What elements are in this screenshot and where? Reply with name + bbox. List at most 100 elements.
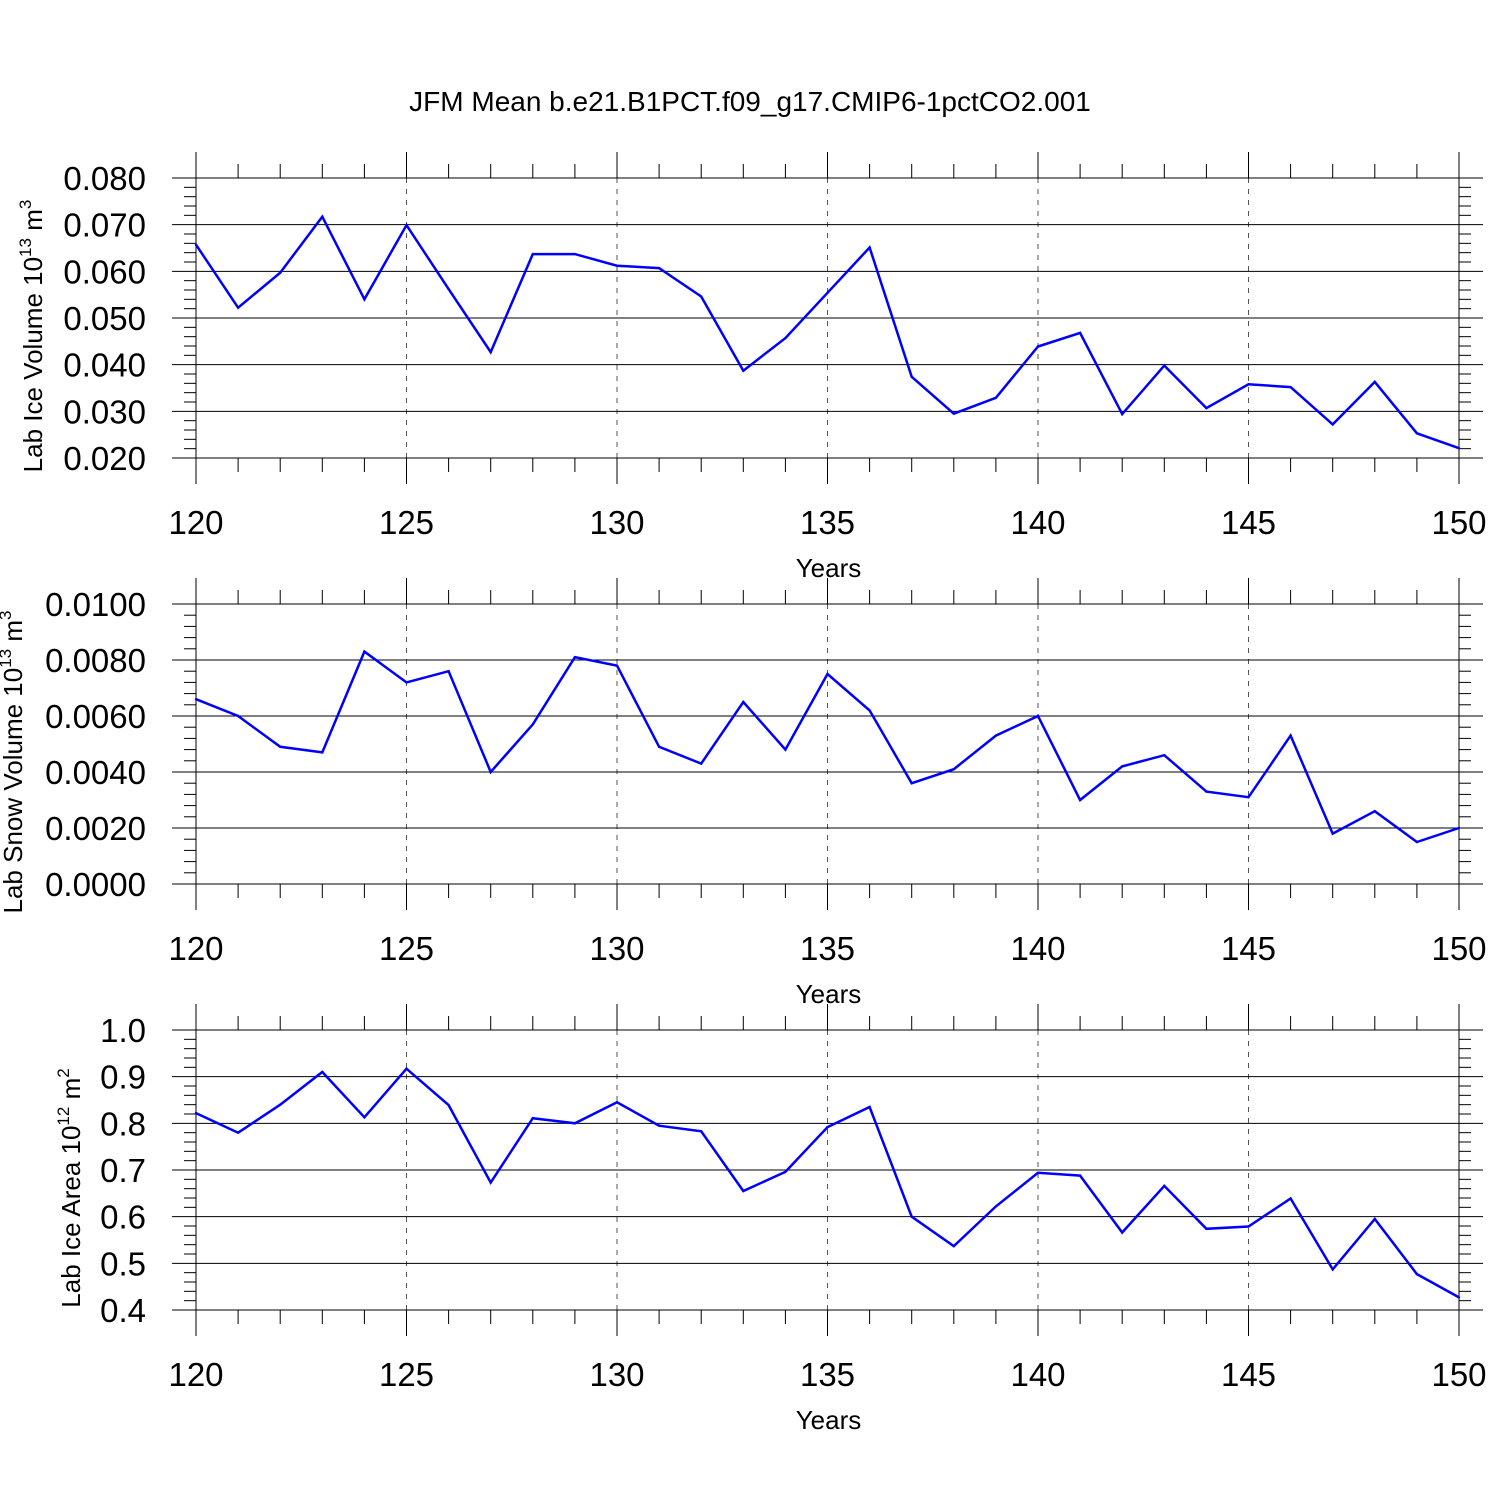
- data-point: [615, 1101, 619, 1104]
- data-point: [194, 698, 198, 701]
- y-axis-title-exponent: 13: [16, 238, 35, 257]
- data-point: [657, 745, 661, 748]
- data-point: [1163, 1184, 1166, 1188]
- data-point: [742, 700, 745, 704]
- data-point: [1247, 383, 1250, 386]
- data-point: [279, 1103, 282, 1106]
- x-axis-title: Years: [796, 1405, 862, 1435]
- data-point: [321, 215, 324, 218]
- data-point: [447, 287, 450, 291]
- y-axis-title: Lab Snow Volume 1013 m3: [0, 610, 28, 913]
- data-point: [826, 291, 829, 294]
- data-point: [1415, 1272, 1419, 1276]
- x-tick-label: 150: [1431, 504, 1486, 541]
- x-tick-label: 140: [1010, 930, 1065, 967]
- data-point: [994, 1205, 998, 1208]
- data-point: [363, 298, 366, 301]
- data-point: [1121, 765, 1124, 768]
- data-point: [784, 336, 787, 340]
- data-point: [236, 714, 240, 718]
- y-axis-title-unit: m: [18, 209, 48, 238]
- x-tick-label: 125: [379, 930, 434, 967]
- y-tick-label: 0.0000: [45, 866, 146, 903]
- x-tick-label: 145: [1221, 930, 1276, 967]
- x-tick-label: 135: [800, 1356, 855, 1393]
- data-point: [1331, 423, 1334, 426]
- x-tick-label: 120: [168, 504, 223, 541]
- data-point: [868, 246, 871, 249]
- data-point: [700, 1130, 703, 1133]
- data-point: [1457, 447, 1461, 450]
- data-point: [742, 369, 745, 372]
- x-tick-label: 125: [379, 504, 434, 541]
- data-point: [1415, 432, 1419, 435]
- data-point: [1247, 1225, 1250, 1228]
- data-point: [531, 723, 534, 726]
- data-point: [321, 1070, 324, 1074]
- data-point: [573, 1122, 577, 1125]
- data-point: [615, 664, 619, 667]
- data-point: [194, 243, 198, 246]
- x-tick-label: 130: [589, 930, 644, 967]
- data-point: [910, 782, 913, 785]
- data-point: [784, 1170, 787, 1174]
- x-tick-label: 120: [168, 1356, 223, 1393]
- data-point: [1036, 345, 1040, 348]
- x-tick-label: 150: [1431, 930, 1486, 967]
- data-point: [531, 252, 534, 256]
- y-axis-title-unit-exponent: 3: [0, 610, 15, 619]
- y-axis-title-unit: m: [0, 620, 28, 649]
- data-point: [615, 264, 619, 267]
- data-point: [700, 762, 703, 765]
- data-point: [1163, 754, 1166, 757]
- y-tick-label: 0.5: [100, 1245, 146, 1282]
- data-point: [1289, 734, 1292, 737]
- data-point: [279, 271, 282, 274]
- data-point: [1457, 826, 1461, 830]
- data-point: [1373, 1217, 1377, 1221]
- data-point: [194, 1111, 198, 1115]
- data-point: [868, 709, 871, 712]
- data-point: [1415, 840, 1419, 844]
- y-axis-title-unit-exponent: 3: [16, 200, 35, 209]
- y-tick-label: 0.070: [63, 207, 146, 244]
- y-tick-label: 0.7: [100, 1152, 146, 1189]
- y-tick-label: 0.0100: [45, 586, 146, 623]
- x-tick-label: 145: [1221, 1356, 1276, 1393]
- chart-title: JFM Mean b.e21.B1PCT.f09_g17.CMIP6-1pctC…: [409, 86, 1091, 117]
- data-point: [573, 252, 577, 256]
- data-point: [952, 412, 955, 415]
- data-point: [1289, 1197, 1292, 1200]
- data-point: [784, 748, 787, 751]
- data-point: [321, 751, 324, 754]
- x-tick-label: 130: [589, 1356, 644, 1393]
- y-tick-label: 0.9: [100, 1059, 146, 1096]
- data-point: [994, 734, 998, 737]
- data-point: [1331, 832, 1334, 835]
- data-point: [489, 1181, 492, 1184]
- x-axis-title: Years: [796, 979, 862, 1009]
- data-point: [1121, 412, 1124, 416]
- panel-1: 0.020 0.030 0.040 0.050 0.060 0.070 0.080 120 12…: [16, 152, 1487, 583]
- data-point: [489, 770, 492, 774]
- x-tick-label: 135: [800, 930, 855, 967]
- y-axis-title: Lab Ice Area 1012 m2: [54, 1068, 86, 1307]
- data-point: [952, 768, 955, 771]
- data-point: [657, 266, 661, 270]
- y-axis-title-text: Lab Ice Volume 10: [18, 257, 48, 472]
- y-tick-label: 0.0040: [45, 754, 146, 791]
- data-point: [1289, 385, 1292, 389]
- data-point: [700, 295, 703, 298]
- data-point: [826, 672, 829, 676]
- data-point: [1205, 790, 1208, 793]
- data-point: [910, 375, 913, 378]
- y-axis-title-unit: m: [56, 1078, 86, 1107]
- y-tick-label: 0.4: [100, 1292, 146, 1329]
- data-point: [405, 223, 408, 227]
- data-point: [1247, 796, 1250, 799]
- data-point: [994, 396, 998, 399]
- data-point: [573, 656, 577, 659]
- data-point: [868, 1105, 871, 1109]
- data-point: [1205, 1227, 1208, 1231]
